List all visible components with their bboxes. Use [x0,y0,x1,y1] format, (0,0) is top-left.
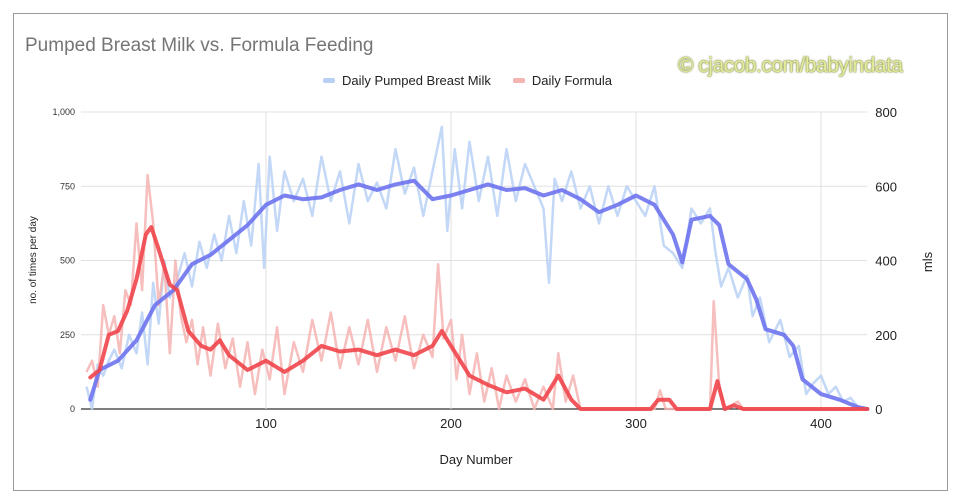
watermark: © cjacob.com/babyindata [678,54,903,77]
x-tick-label: 300 [625,416,647,431]
y-left-tick-label: 750 [60,181,75,191]
y-right-tick-label: 400 [875,254,897,269]
legend-label-pumped: Daily Pumped Breast Milk [342,73,491,88]
series-raw-formula [85,173,868,411]
y-left-tick-label: 1,000 [52,107,75,117]
legend-item-pumped[interactable]: Daily Pumped Breast Milk [323,73,491,88]
x-tick-label: 400 [810,416,832,431]
y-right-tick-label: 800 [875,105,897,120]
y-axis-right-label: mls [920,251,935,272]
y-right-tick-label: 0 [875,402,882,417]
x-tick-label: 200 [440,416,462,431]
y-left-tick-label: 500 [60,256,75,266]
series-trend-pumped [88,178,870,411]
legend-label-formula: Daily Formula [531,73,613,88]
legend: Daily Pumped Breast Milk Daily Formula [323,73,612,88]
y-right-tick-label: 600 [875,179,897,194]
series-raw-pumped [85,125,868,411]
x-tick-label: 100 [255,416,277,431]
chart-frame [13,13,948,491]
y-left-tick-label: 250 [60,330,75,340]
legend-swatch-pumped [323,78,335,83]
x-axis-label: Day Number [440,452,514,467]
y-right-tick-label: 200 [875,328,897,343]
series-trend-formula [88,225,870,411]
y-axis-left-label: no. of times per day [28,216,39,304]
chart-title: Pumped Breast Milk vs. Formula Feeding [25,35,374,56]
legend-swatch-formula [512,78,525,83]
legend-item-formula[interactable]: Daily Formula [512,73,613,88]
y-left-tick-label: 0 [70,404,75,414]
